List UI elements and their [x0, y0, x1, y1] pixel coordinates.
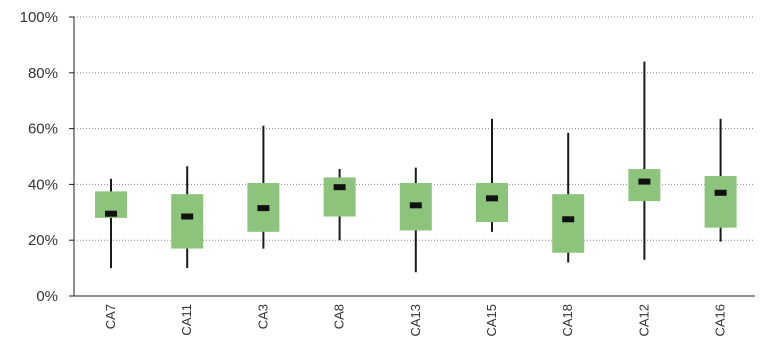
- y-tick-label: 80%: [28, 65, 58, 82]
- x-tick-label: CA3: [255, 304, 270, 329]
- box-CA3: [247, 125, 280, 249]
- iqr-box: [171, 194, 204, 249]
- x-tick-label: CA7: [103, 304, 118, 329]
- y-tick-label: 0%: [36, 288, 58, 305]
- x-tick-label: CA15: [484, 304, 499, 337]
- median-marker: [714, 189, 727, 196]
- x-tick-label: CA16: [713, 304, 728, 337]
- box-CA12: [628, 61, 661, 260]
- median-marker: [181, 213, 194, 220]
- median-marker: [486, 195, 498, 202]
- box-CA13: [399, 167, 432, 273]
- iqr-box: [628, 169, 661, 202]
- median-marker: [105, 210, 117, 217]
- median-marker: [333, 184, 346, 191]
- box-CA16: [704, 118, 737, 242]
- x-tick-label: CA8: [332, 304, 347, 329]
- y-tick-label: 20%: [28, 232, 58, 249]
- box-CA11: [171, 166, 204, 269]
- x-axis-tick-labels: CA7 CA11 CA3 CA8 CA13 CA15 CA18 CA12 CA16: [103, 304, 728, 337]
- y-axis-tick-labels: 0% 20% 40% 60% 80% 100%: [20, 9, 58, 305]
- median-marker: [409, 202, 422, 209]
- x-tick-label: CA13: [408, 304, 423, 337]
- axes: [69, 16, 755, 297]
- box-CA8: [323, 169, 356, 241]
- iqr-box: [704, 176, 737, 228]
- median-marker: [638, 178, 651, 185]
- x-tick-label: CA18: [560, 304, 575, 337]
- box-CA18: [552, 132, 585, 263]
- median-marker: [257, 205, 270, 212]
- y-tick-label: 60%: [28, 121, 58, 138]
- box-CA7: [95, 178, 127, 269]
- x-tick-label: CA11: [179, 304, 194, 336]
- iqr-box: [552, 194, 585, 253]
- median-marker: [562, 216, 575, 223]
- y-tick-label: 40%: [28, 176, 58, 193]
- iqr-box: [476, 183, 508, 223]
- x-tick-label: CA12: [636, 304, 651, 337]
- boxes: [95, 61, 737, 273]
- y-tick-label: 100%: [20, 9, 58, 26]
- iqr-box: [323, 177, 356, 217]
- box-CA15: [476, 118, 508, 232]
